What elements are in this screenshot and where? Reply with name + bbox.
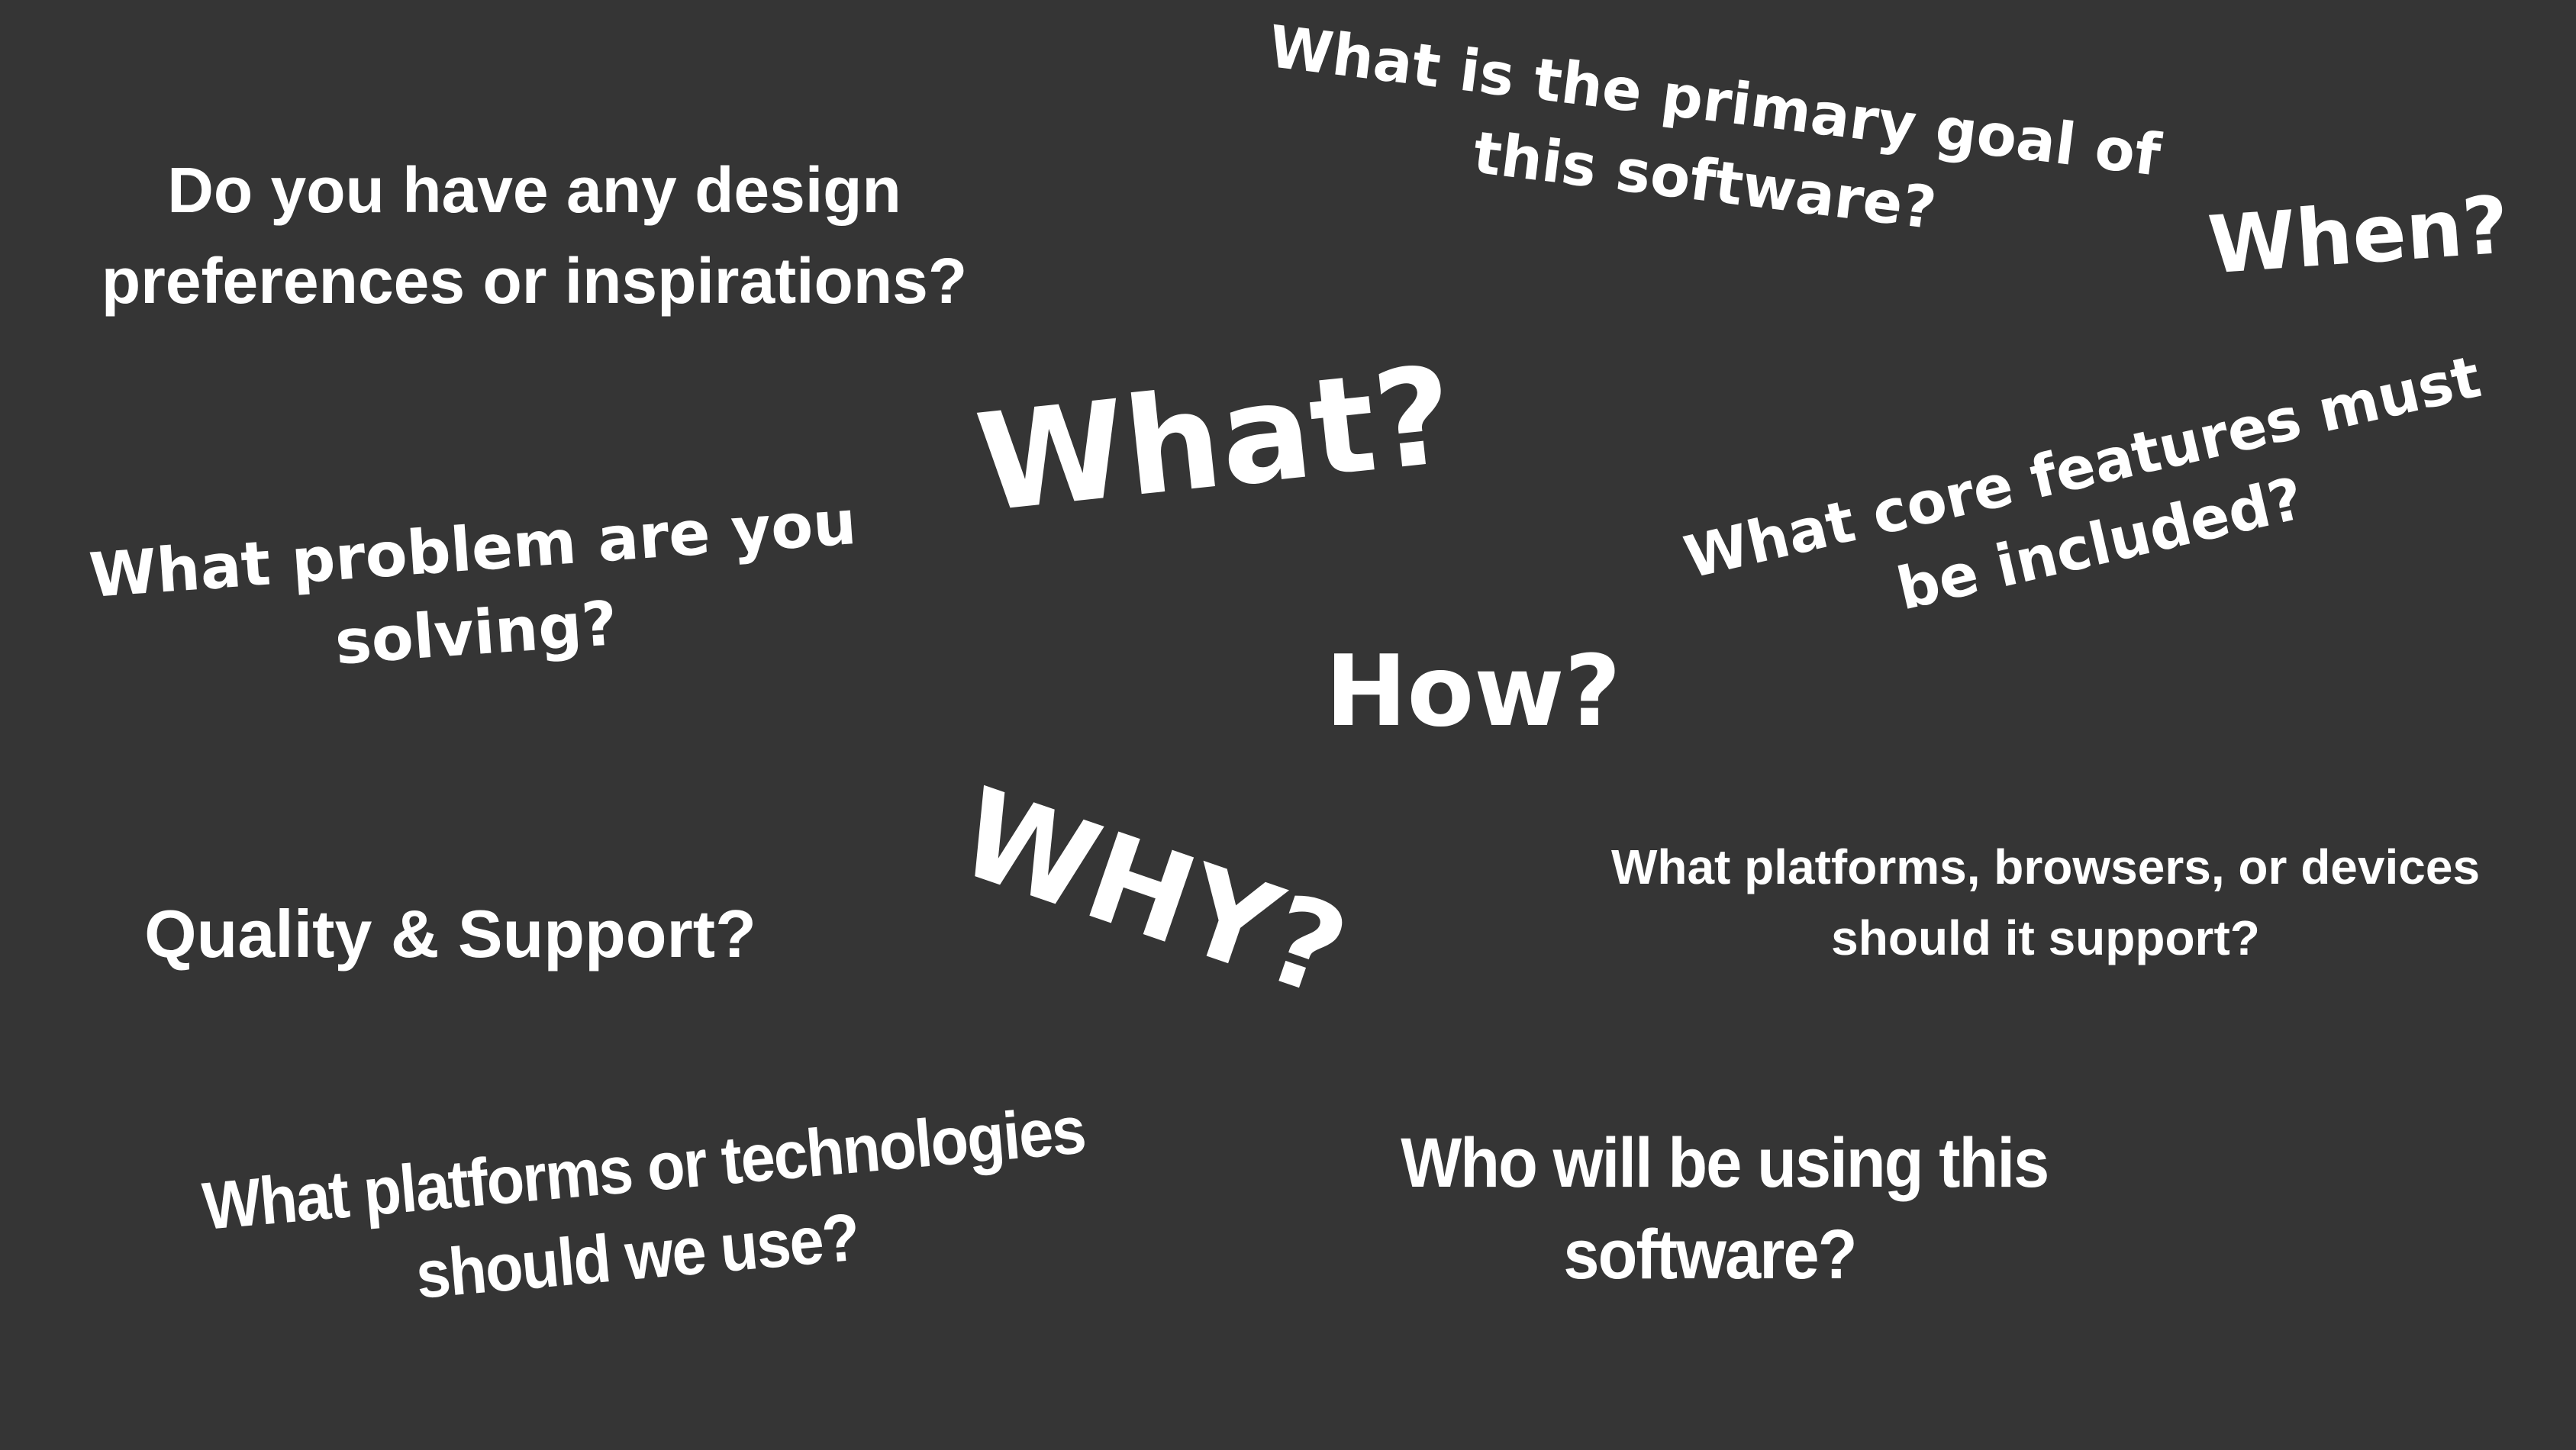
how-question: How? [1325,635,1621,749]
technologies-question: What platforms or technologies should we… [199,1089,1088,1338]
target-users-line-1: Who will be using this [1401,1124,2049,1202]
platforms-devices-line-2: should it support? [1831,910,2260,965]
why-question: WHY? [942,760,1363,1025]
target-users-line-2: software? [1563,1215,1857,1294]
design-preferences-line-1: Do you have any design [167,154,901,226]
platforms-devices-question: What platforms, browsers, or devices sho… [1588,832,2503,974]
design-preferences-question: Do you have any design preferences or in… [84,145,985,327]
when-question: When? [2205,178,2512,292]
design-preferences-line-2: preferences or inspirations? [101,245,968,317]
platforms-devices-line-1: What platforms, browsers, or devices [1610,839,2481,894]
quality-support-question: Quality & Support? [144,896,756,972]
problem-question: What problem are you solving? [87,481,860,702]
primary-goal-question: What is the primary goal of this softwar… [1253,7,2167,276]
what-question: What? [969,337,1461,543]
core-features-question: What core features must be included? [1672,337,2510,675]
target-users-question: Who will be using this software? [1401,1118,2049,1300]
